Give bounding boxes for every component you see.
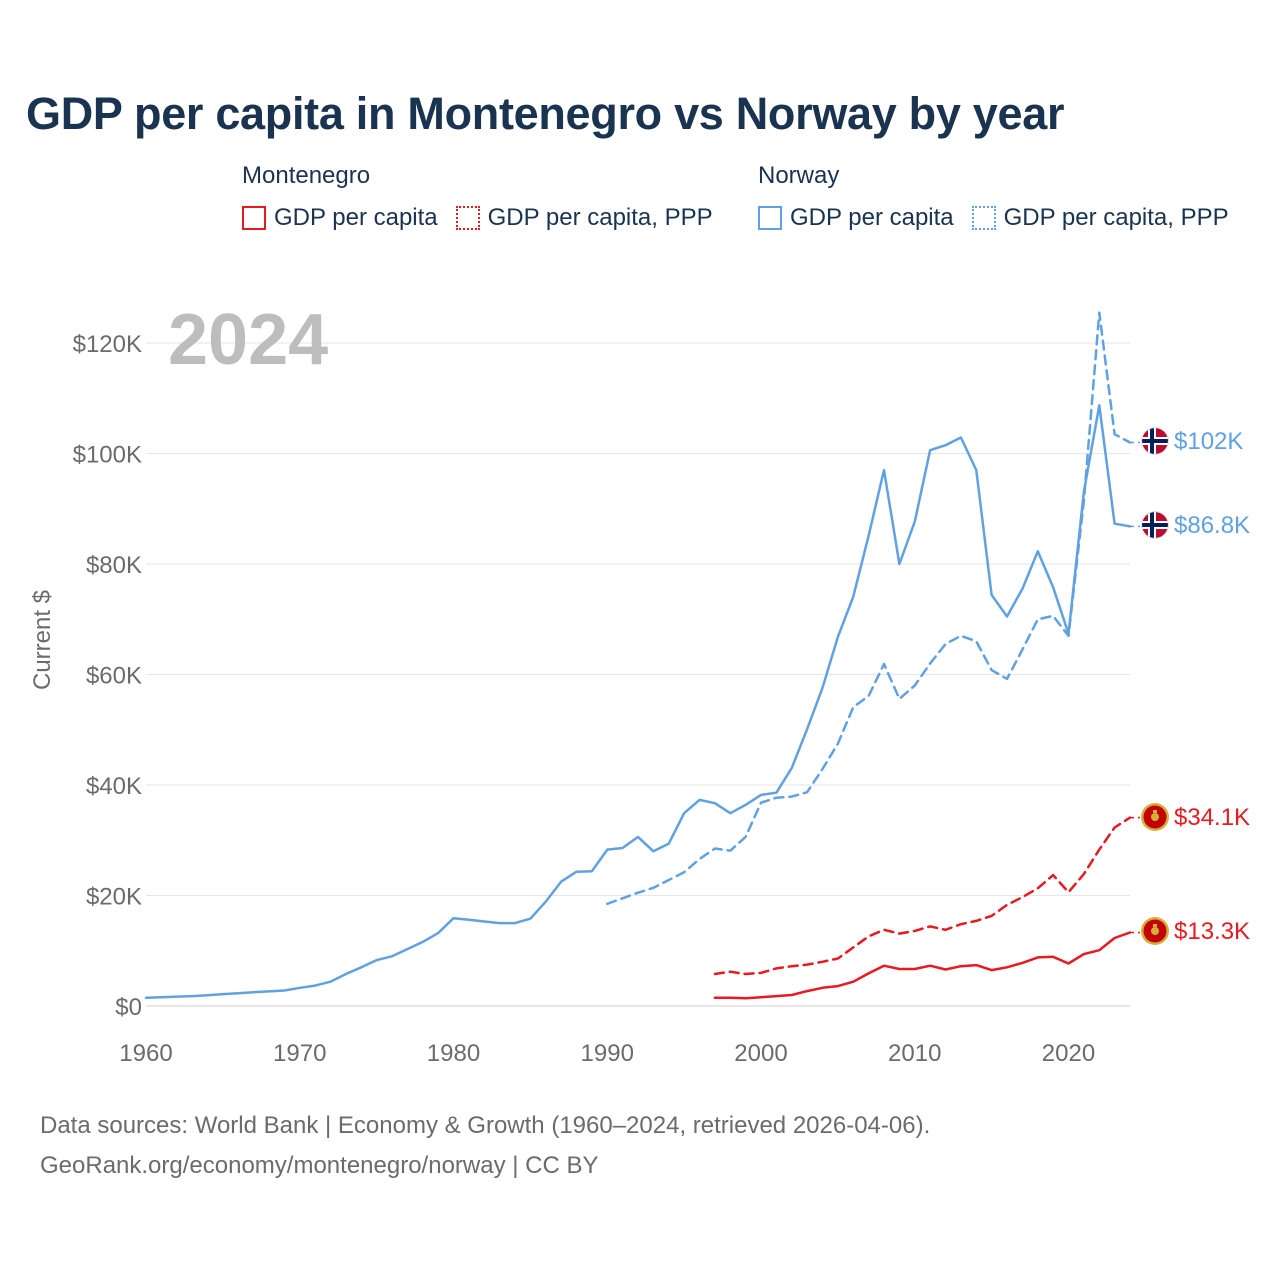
y-tick-label: $0: [115, 994, 142, 1021]
legend-label: GDP per capita, PPP: [487, 204, 713, 231]
end-label-montenegro-gdp: $13.3K: [1174, 918, 1250, 945]
end-label-norway-gdp: $86.8K: [1174, 512, 1250, 539]
footer: Data sources: World Bank | Economy & Gro…: [40, 1106, 930, 1186]
legend-swatch-dotted-icon: [455, 206, 480, 230]
legend-swatch-dotted-icon: [971, 206, 996, 230]
legend-item-norway-gdp-ppp[interactable]: GDP per capita, PPP: [971, 204, 1229, 232]
y-axis-title: Current $: [29, 590, 56, 690]
y-tick-label: $80K: [86, 552, 142, 579]
end-label-montenegro-ppp: $34.1K: [1174, 804, 1250, 831]
x-tick-label: 1970: [273, 1040, 326, 1067]
legend-swatch-solid-icon: [758, 206, 782, 230]
chart-title: GDP per capita in Montenegro vs Norway b…: [26, 88, 1065, 139]
x-tick-label: 1990: [581, 1040, 634, 1067]
x-tick-label: 2010: [888, 1040, 941, 1067]
montenegro-flag-icon: [1141, 803, 1169, 831]
y-tick-label: $40K: [86, 773, 142, 800]
end-label-norway-ppp: $102K: [1174, 428, 1243, 455]
legend-group-montenegro: Montenegro GDP per capita GDP per capita…: [242, 162, 713, 232]
x-tick-label: 1980: [427, 1040, 480, 1067]
x-tick-label: 2000: [734, 1040, 787, 1067]
y-tick-label: $120K: [73, 331, 142, 358]
x-axis: 1960 1970 1980 1990 2000 2010 2020: [119, 1040, 1095, 1067]
legend-country-norway: Norway: [758, 162, 840, 189]
y-tick-label: $100K: [73, 442, 142, 469]
x-tick-label: 2020: [1042, 1040, 1095, 1067]
legend-country-montenegro: Montenegro: [242, 162, 371, 189]
series-line-montenegro-gdp-per-capita[interactable]: [713, 931, 1132, 1000]
series-line-norway-gdp-per-capita-ppp[interactable]: [606, 311, 1132, 906]
footer-attribution[interactable]: GeoRank.org/economy/montenegro/norway | …: [40, 1152, 599, 1179]
norway-flag-icon: [1141, 511, 1169, 539]
grid-lines: [146, 342, 1130, 1007]
legend-item-norway-gdp[interactable]: GDP per capita: [758, 204, 954, 232]
series-line-montenegro-gdp-per-capita-ppp[interactable]: [713, 816, 1132, 976]
legend-swatch-solid-icon: [242, 206, 266, 230]
montenegro-flag-icon: [1141, 917, 1169, 945]
legend-group-norway: Norway GDP per capita GDP per capita, PP…: [758, 162, 1229, 232]
y-axis: $0 $20K $40K $60K $80K $100K $120K: [73, 331, 142, 1021]
legend-item-montenegro-gdp[interactable]: GDP per capita: [242, 204, 438, 232]
legend-label: GDP per capita: [274, 204, 438, 231]
y-tick-label: $60K: [86, 663, 142, 690]
year-watermark: 2024: [168, 300, 328, 380]
x-tick-label: 1960: [119, 1040, 172, 1067]
series-lines: [144, 311, 1140, 1000]
series-line-norway-gdp-per-capita[interactable]: [144, 404, 1132, 999]
legend-item-montenegro-gdp-ppp[interactable]: GDP per capita, PPP: [455, 204, 713, 232]
y-tick-label: $20K: [86, 884, 142, 911]
norway-flag-icon: [1141, 427, 1169, 455]
legend-label: GDP per capita, PPP: [1003, 204, 1229, 231]
legend-label: GDP per capita: [790, 204, 954, 231]
footer-sources: Data sources: World Bank | Economy & Gro…: [40, 1112, 931, 1139]
